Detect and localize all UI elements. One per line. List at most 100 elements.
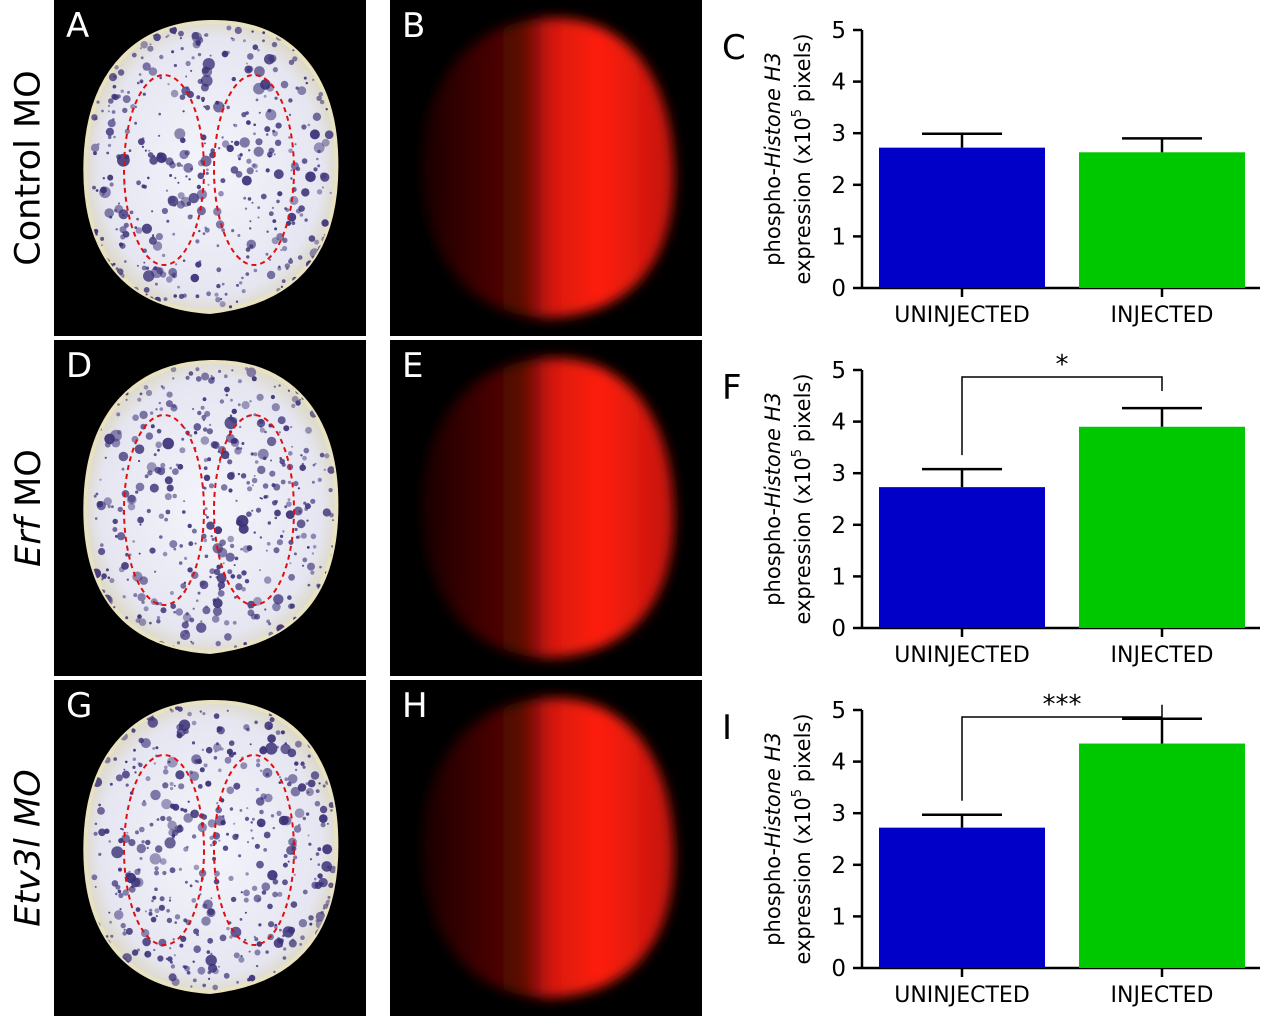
stain-dot: [109, 182, 114, 187]
stain-dot: [309, 986, 312, 989]
stain-dot: [288, 98, 293, 103]
stain-dot: [95, 189, 99, 192]
stain-dot: [158, 134, 161, 137]
stain-dot: [322, 716, 330, 725]
stain-dot: [303, 447, 310, 454]
stain-dot: [265, 168, 270, 173]
stain-dot: [285, 510, 295, 519]
stain-dot: [312, 463, 316, 467]
stain-dot: [328, 601, 333, 606]
stain-dot: [229, 807, 234, 811]
stain-dot: [169, 466, 173, 470]
stain-dot: [180, 807, 184, 812]
stain-dot: [230, 398, 233, 402]
stain-dot: [170, 803, 176, 809]
stain-dot: [270, 394, 275, 400]
stain-dot: [144, 474, 149, 479]
stain-dot: [219, 461, 222, 464]
stain-dot: [326, 377, 332, 383]
stain-dot: [271, 483, 276, 488]
stain-dot: [237, 379, 242, 384]
stain-dot: [159, 858, 167, 865]
stain-dot: [115, 267, 119, 271]
stain-dot: [288, 136, 291, 139]
stain-dot: [176, 825, 184, 833]
stain-dot: [99, 731, 104, 736]
stain-dot: [279, 928, 282, 932]
stain-dot: [138, 459, 141, 463]
stain-dot: [93, 494, 97, 498]
stain-dot: [213, 756, 218, 760]
y-label-part: pixels): [791, 713, 815, 789]
stain-dot: [195, 376, 202, 382]
stain-dot: [226, 832, 229, 836]
stain-dot: [129, 375, 135, 381]
stain-dot: [272, 130, 278, 137]
stain-dot: [94, 822, 98, 826]
y-tick-label: 2: [831, 173, 846, 199]
stain-dot: [298, 957, 302, 961]
stain-dot: [207, 819, 217, 828]
stain-dot: [187, 711, 192, 717]
stain-dot: [280, 285, 283, 288]
stain-dot: [164, 765, 168, 770]
stain-dot: [269, 258, 271, 261]
bar: [1079, 152, 1245, 288]
stain-dot: [230, 438, 240, 447]
stain-dot: [109, 782, 113, 786]
stain-dot: [323, 468, 326, 471]
stain-dot: [173, 610, 176, 614]
stain-dot: [269, 717, 275, 723]
stain-dot: [131, 949, 139, 956]
stain-dot: [239, 281, 243, 285]
stain-dot: [160, 462, 166, 468]
fluorescent-embryo: [421, 17, 675, 318]
stain-dot: [232, 620, 237, 625]
right-outline: [213, 414, 295, 606]
stain-dot: [313, 877, 317, 881]
stain-dot: [282, 956, 287, 960]
stain-dot: [100, 236, 105, 241]
stain-dot: [246, 120, 251, 125]
stain-dot: [310, 570, 315, 575]
stain-dot: [290, 786, 301, 797]
stain-dot: [318, 750, 326, 758]
stain-dot: [326, 409, 330, 412]
stain-dot: [277, 191, 283, 197]
stain-dot: [159, 896, 165, 902]
stain-dot: [117, 403, 120, 406]
stain-dot: [177, 463, 184, 470]
stain-dot: [121, 828, 124, 831]
stain-dot: [187, 523, 192, 529]
stain-dot: [256, 860, 264, 869]
stain-dot: [113, 757, 117, 761]
stain-dot: [320, 172, 330, 182]
stain-dot: [325, 966, 329, 970]
stain-dot: [188, 541, 194, 547]
stain-dot: [263, 831, 271, 839]
stain-dot: [127, 90, 130, 94]
stain-dot: [191, 31, 200, 40]
y-label-part: phospho-: [761, 168, 785, 266]
stain-dot: [247, 486, 253, 492]
stain-dot: [201, 372, 210, 381]
stain-dot: [308, 235, 316, 242]
stain-dot: [104, 456, 107, 459]
stain-dot: [200, 96, 206, 101]
embryo-image: [83, 699, 339, 995]
stain-dot: [188, 192, 199, 204]
stain-dot: [159, 54, 164, 60]
embryo-body: [83, 19, 339, 315]
stain-dot: [255, 507, 262, 513]
stain-dot: [245, 872, 249, 876]
stain-dot: [191, 834, 197, 839]
stain-dot: [246, 255, 250, 259]
stain-dot: [325, 738, 329, 741]
stain-dot: [272, 891, 278, 898]
stain-dot: [182, 259, 186, 263]
stain-dot: [238, 157, 241, 161]
y-label-part: 5: [790, 109, 805, 117]
y-label-part: 5: [790, 449, 805, 457]
stain-dot: [280, 730, 285, 735]
stain-dot: [141, 801, 147, 807]
